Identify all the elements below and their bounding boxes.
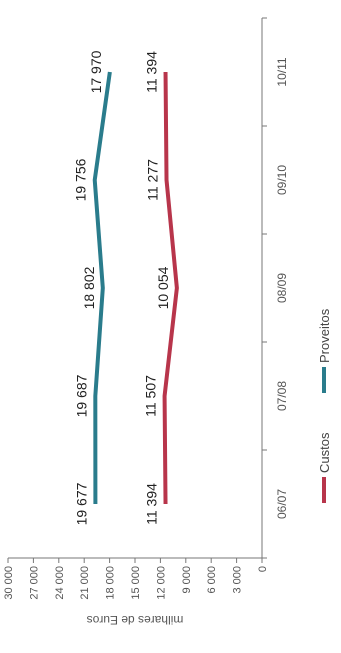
- y-tick-label: 15 000: [130, 566, 142, 600]
- y-tick-label: 27 000: [28, 566, 40, 600]
- data-label-proveitos: 19 677: [73, 482, 89, 525]
- y-tick-label: 18 000: [105, 566, 117, 600]
- legend: Custos Proveitos: [317, 308, 332, 503]
- data-labels: 11 394 11 507 10 054 11 277 11 394 19 677 19 6…: [73, 50, 171, 525]
- series-lines: [92, 71, 179, 505]
- series-line-custos: [162, 71, 179, 505]
- y-axis-title: milhares de Euros: [87, 613, 184, 627]
- x-category-label: 06/07: [275, 489, 289, 519]
- y-tick-label: 0: [257, 566, 269, 572]
- y-tick-label: 21 000: [79, 566, 91, 600]
- data-label-custos: 11 277: [145, 159, 161, 201]
- data-label-custos: 11 394: [144, 483, 160, 525]
- x-category-label: 08/09: [275, 273, 289, 303]
- legend-label-custos: Custos: [317, 432, 332, 473]
- data-label-proveitos: 17 970: [88, 50, 104, 93]
- x-category-label: 07/08: [275, 381, 289, 411]
- data-label-proveitos: 19 687: [73, 374, 89, 417]
- y-tick-label: 12 000: [155, 566, 167, 600]
- legend-label-proveitos: Proveitos: [317, 308, 332, 363]
- y-tick-label: 6 000: [206, 566, 218, 594]
- y-tick-label: 30 000: [3, 566, 15, 600]
- chart-plot-group: milhares de Euros 0 3 000 6 000 9 000 12 000…: [3, 17, 332, 627]
- x-category-label: 10/11: [275, 57, 289, 86]
- data-label-custos: 10 054: [155, 266, 171, 309]
- x-axis-categories: 06/07 07/08 08/09 09/10 10/11: [262, 17, 289, 559]
- y-tick-label: 3 000: [232, 566, 244, 594]
- data-label-custos: 11 394: [144, 51, 160, 93]
- x-category-label: 09/10: [275, 165, 289, 195]
- y-tick-label: 24 000: [54, 566, 66, 600]
- y-tick-label: 9 000: [181, 566, 193, 594]
- series-line-proveitos: [92, 71, 112, 505]
- data-label-custos: 11 507: [143, 375, 159, 417]
- data-label-proveitos: 18 802: [81, 266, 97, 309]
- data-label-proveitos: 19 756: [73, 158, 89, 201]
- y-axis-ticks: 0 3 000 6 000 9 000 12 000 15 000 18 000 21 000…: [3, 558, 269, 600]
